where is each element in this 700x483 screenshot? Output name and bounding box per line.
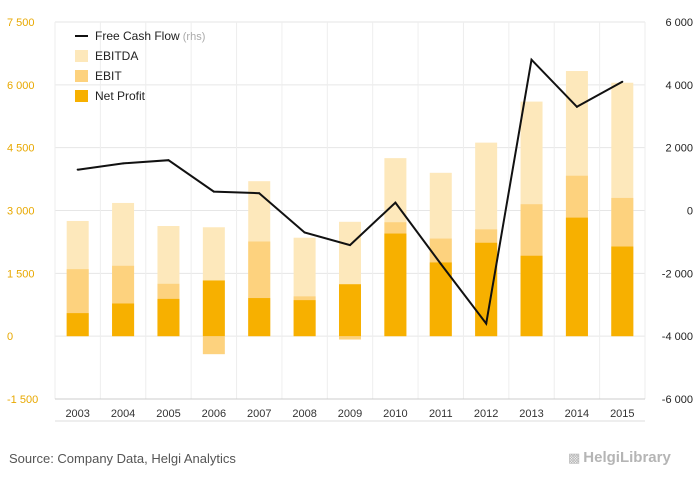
legend-label-free-cash-flow: Free Cash Flow (rhs)	[95, 29, 205, 43]
chart: -1 500 0 1 500 3 000 4 500 6 000 7 500 -6 000 -4…	[7, 17, 693, 422]
left-axis-tick-label: 0	[7, 331, 13, 343]
x-axis-tick-label: 2010	[383, 408, 407, 420]
left-axis-tick-label: 6 000	[7, 80, 35, 92]
left-axis-tick-label: 4 500	[7, 143, 35, 155]
logo-text: HelgiLibrary	[583, 449, 671, 466]
right-axis-tick-label: 2 000	[665, 143, 693, 155]
chart-logo-icon: ▩	[568, 450, 581, 465]
bar-ebit	[339, 336, 361, 340]
bar-net-profit	[202, 280, 225, 337]
free-cash-flow-line-layer	[76, 57, 624, 327]
x-axis-tick-label: 2006	[202, 408, 226, 420]
legend-label-ebit: EBIT	[95, 69, 122, 83]
x-axis-tick-label: 2008	[292, 408, 316, 420]
free-cash-flow-point	[439, 262, 442, 265]
source-note: Source: Company Data, Helgi Analytics	[9, 451, 236, 466]
bar-net-profit	[429, 262, 452, 337]
x-axis-tick-label: 2005	[156, 408, 180, 420]
bar-net-profit	[248, 298, 271, 337]
free-cash-flow-point	[167, 159, 170, 162]
free-cash-flow-point	[349, 244, 351, 247]
x-axis-tick-label: 2009	[338, 408, 362, 420]
free-cash-flow-point	[394, 201, 397, 204]
x-axis-tick-label: 2004	[111, 408, 135, 420]
bar-net-profit	[339, 284, 361, 337]
right-axis-tick-label: 4 000	[665, 80, 693, 92]
right-axis-tick-label: 6 000	[665, 17, 693, 29]
x-axis-tick-label: 2007	[247, 408, 271, 420]
bar-net-profit	[520, 255, 543, 337]
right-axis-tick-label: 0	[687, 206, 693, 218]
left-axis-tick-label: -1 500	[7, 394, 38, 406]
free-cash-flow-point	[530, 58, 533, 61]
legend-label-ebitda: EBITDA	[95, 49, 138, 63]
x-axis-tick-label: 2012	[474, 408, 498, 420]
bar-net-profit	[384, 233, 407, 337]
left-axis-tick-label: 1 500	[7, 268, 35, 280]
bars	[66, 71, 634, 355]
free-cash-flow-point	[575, 105, 578, 108]
left-axis-tick-label: 3 000	[7, 206, 35, 218]
helgi-library-logo: ▩ HelgiLibrary	[568, 449, 671, 466]
legend-swatch-ebitda	[75, 50, 88, 62]
legend-swatch-net-profit	[75, 90, 88, 102]
grid-lines	[54, 21, 646, 400]
bar-net-profit	[565, 217, 588, 337]
right-axis-tick-label: -4 000	[662, 331, 693, 343]
free-cash-flow-point	[212, 190, 215, 193]
axes: -1 500 0 1 500 3 000 4 500 6 000 7 500 -6 000 -4…	[7, 17, 693, 422]
free-cash-flow-point	[122, 162, 125, 165]
legend-swatch-ebit	[75, 70, 88, 82]
free-cash-flow-point	[303, 231, 306, 234]
right-axis-tick-label: -6 000	[662, 394, 693, 406]
bar-net-profit	[66, 313, 89, 337]
bar-ebit	[202, 336, 225, 355]
x-axis-tick-label: 2013	[519, 408, 543, 420]
bar-net-profit	[112, 303, 135, 337]
bar-net-profit	[475, 242, 498, 337]
x-axis-tick-label: 2011	[429, 408, 453, 420]
x-axis-tick-label: 2003	[65, 408, 89, 420]
bar-net-profit	[611, 246, 634, 337]
right-axis-tick-label: -2 000	[662, 268, 693, 280]
bar-net-profit	[157, 298, 180, 337]
bar-net-profit	[293, 300, 316, 337]
legend: Free Cash Flow (rhs) EBITDA EBIT Net Profit	[75, 29, 205, 103]
free-cash-flow-point	[621, 80, 624, 83]
free-cash-flow-point	[76, 168, 79, 171]
left-axis-tick-label: 7 500	[7, 17, 35, 29]
free-cash-flow-point	[485, 322, 488, 325]
legend-note: (rhs)	[180, 31, 206, 43]
legend-label-net-profit: Net Profit	[95, 89, 146, 103]
x-axis-tick-label: 2015	[610, 408, 634, 420]
x-axis-tick-label: 2014	[565, 408, 589, 420]
free-cash-flow-point	[258, 192, 261, 195]
